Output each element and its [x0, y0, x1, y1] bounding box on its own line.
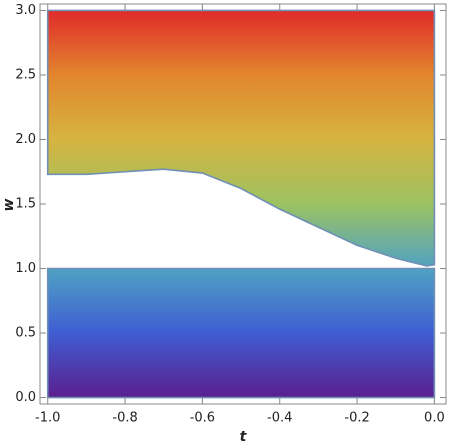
- x-tick-label: -0.8: [112, 411, 137, 426]
- region: [46, 267, 436, 399]
- x-tick-label: -0.2: [344, 411, 369, 426]
- x-tick-label: -0.4: [267, 411, 292, 426]
- x-tick-label: -1.0: [35, 411, 60, 426]
- y-tick-label: 0.0: [15, 390, 36, 405]
- region: [46, 9, 436, 267]
- y-tick-label: 3.0: [15, 3, 36, 18]
- y-axis-label: w: [1, 198, 17, 211]
- y-tick-label: 0.5: [15, 326, 36, 341]
- y-tick-label: 1.5: [15, 197, 36, 212]
- x-tick-label: -0.6: [190, 411, 215, 426]
- y-tick-label: 2.5: [15, 67, 36, 82]
- x-axis-label: t: [240, 429, 248, 445]
- y-tick-label: 1.0: [15, 261, 36, 276]
- y-tick-label: 2.0: [15, 132, 36, 147]
- x-tick-label: 0.0: [424, 411, 445, 426]
